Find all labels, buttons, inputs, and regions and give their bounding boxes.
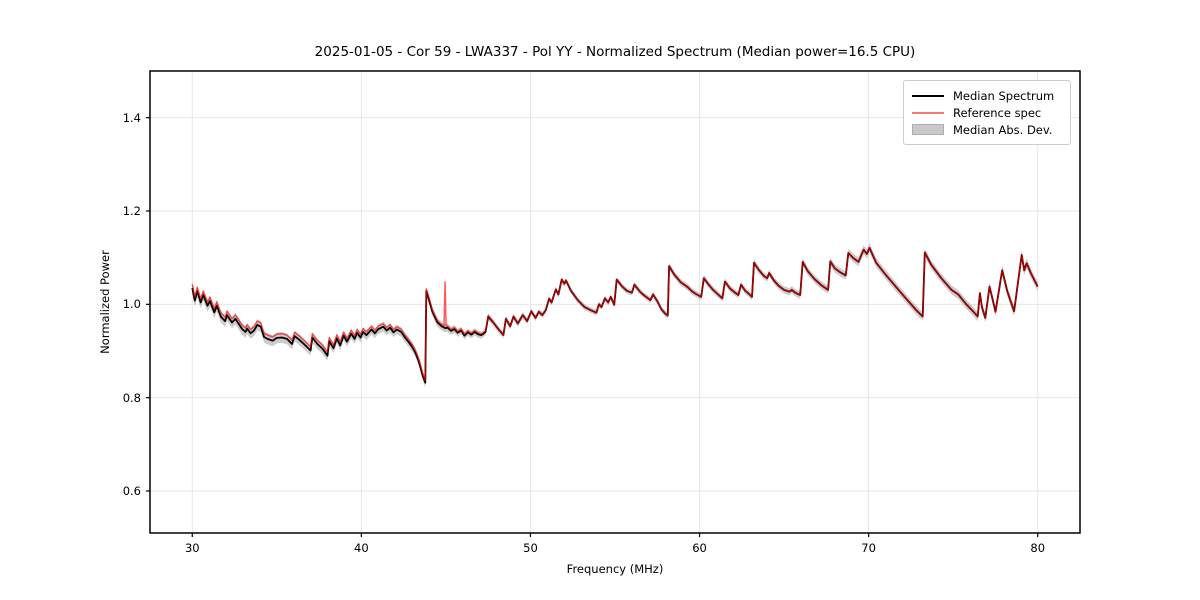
x-tick-label: 30 [184,541,200,555]
legend-label: Median Spectrum [953,88,1055,103]
x-tick-label: 50 [523,541,538,555]
legend-label: Median Abs. Dev. [953,122,1053,137]
median-spectrum-line-swatch [912,94,944,97]
y-tick-label: 0.6 [122,484,141,498]
axes-frame [149,70,1081,534]
y-tick-label: 1.2 [122,204,141,218]
y-tick-label: 1.4 [122,110,141,125]
y-tick-label: 0.8 [122,390,141,405]
chart-title: 2025-01-05 - Cor 59 - LWA337 - Pol YY - … [314,44,916,60]
y-tick-label: 1.0 [122,297,141,312]
median-abs-dev-patch-swatch [912,124,944,135]
x-tick-label: 40 [354,541,369,555]
x-tick-label: 60 [692,541,707,555]
legend-label: Reference spec [953,105,1042,120]
x-tick-label: 70 [861,541,876,555]
x-tick-label: 80 [1030,541,1046,555]
reference-spec-line-swatch [912,111,944,114]
legend-item-reference-spec: Reference spec [912,104,1062,121]
legend-item-median-abs-dev: Median Abs. Dev. [912,121,1062,138]
median-abs-dev-band [192,243,1038,388]
median-spectrum-line [191,247,1039,384]
x-axis-label: Frequency (MHz) [566,562,664,576]
legend: Median Spectrum Reference spec Median Ab… [903,80,1071,145]
y-axis-label: Normalized Power [98,250,112,354]
legend-item-median-spectrum: Median Spectrum [912,87,1062,104]
reference-spec-line [191,247,1039,382]
